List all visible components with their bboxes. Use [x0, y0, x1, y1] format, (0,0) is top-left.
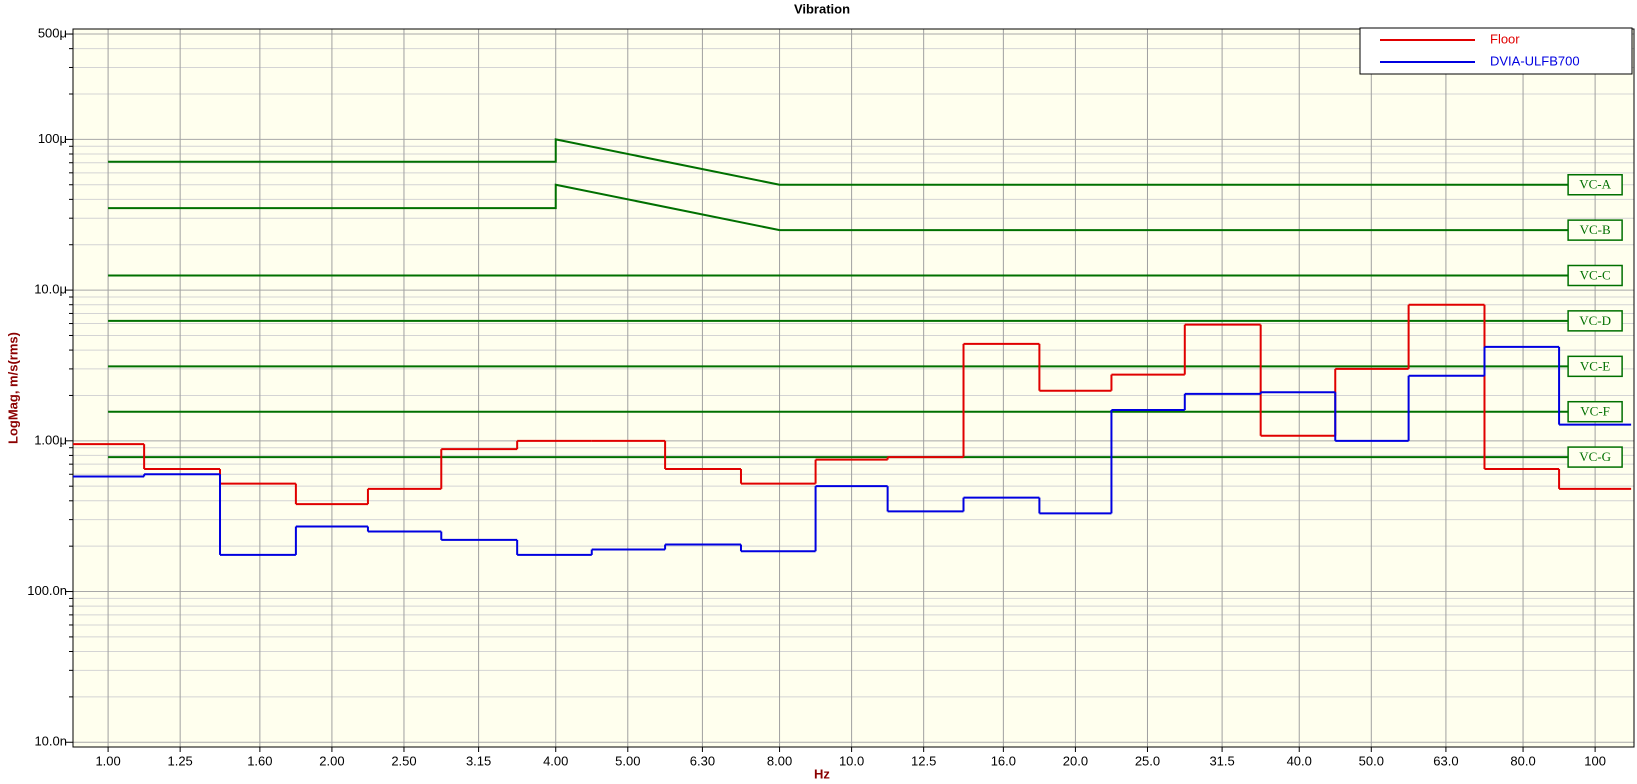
x-tick-label: 50.0 [1359, 753, 1384, 768]
criterion-label-box [1567, 446, 1623, 468]
criterion-label-box [1567, 310, 1623, 332]
y-axis-label: LogMag, m/s(rms) [5, 332, 20, 444]
x-tick-label: 100 [1584, 753, 1606, 768]
plot-area [73, 29, 1634, 747]
legend-label: Floor [1490, 31, 1520, 46]
chart-title: Vibration [794, 1, 850, 16]
x-tick-label: 25.0 [1135, 753, 1160, 768]
criterion-label-box [1567, 174, 1623, 196]
x-tick-label: 5.00 [615, 753, 640, 768]
x-tick-label: 2.50 [391, 753, 416, 768]
x-tick-label: 20.0 [1063, 753, 1088, 768]
y-tick-label: 1.00μ [34, 432, 67, 447]
y-tick-label: 10.0n [34, 734, 67, 749]
criterion-line [108, 138, 1596, 186]
criterion-line [108, 183, 1596, 232]
x-tick-label: 16.0 [991, 753, 1016, 768]
x-tick-label: 12.5 [911, 753, 936, 768]
x-tick-label: 1.60 [247, 753, 272, 768]
legend-box [1359, 27, 1633, 75]
legend-label: DVIA-ULFB700 [1490, 53, 1580, 68]
x-tick-label: 6.30 [690, 753, 715, 768]
criterion-label: VC-D [1579, 313, 1611, 328]
x-tick-label: 8.00 [767, 753, 792, 768]
x-tick-label: 3.15 [466, 753, 491, 768]
y-tick-label: 10.0μ [34, 282, 67, 297]
y-tick-label: 100.0n [27, 583, 67, 598]
criterion-label-box [1567, 219, 1623, 241]
plot-border [72, 28, 1635, 748]
x-tick-label: 31.5 [1209, 753, 1234, 768]
criterion-label-box [1567, 400, 1623, 423]
x-tick-label: 4.00 [543, 753, 568, 768]
y-tick-label: 100μ [38, 131, 67, 146]
criterion-label: VC-B [1580, 222, 1611, 237]
criterion-label-box [1567, 355, 1623, 378]
criterion-label: VC-G [1579, 449, 1611, 464]
criterion-label: VC-C [1580, 267, 1611, 282]
x-tick-label: 1.25 [167, 753, 192, 768]
x-tick-label: 63.0 [1433, 753, 1458, 768]
x-tick-label: 40.0 [1287, 753, 1312, 768]
criterion-label: VC-E [1580, 358, 1610, 373]
criterion-label-box [1567, 264, 1623, 287]
x-tick-label: 10.0 [839, 753, 864, 768]
x-tick-label: 80.0 [1510, 753, 1535, 768]
criterion-label: VC-F [1580, 404, 1610, 419]
x-tick-label: 1.00 [95, 753, 120, 768]
x-tick-label: 2.00 [319, 753, 344, 768]
x-axis-label: Hz [814, 766, 830, 781]
y-tick-label: 500μ [38, 25, 67, 40]
criterion-label: VC-A [1579, 177, 1611, 192]
